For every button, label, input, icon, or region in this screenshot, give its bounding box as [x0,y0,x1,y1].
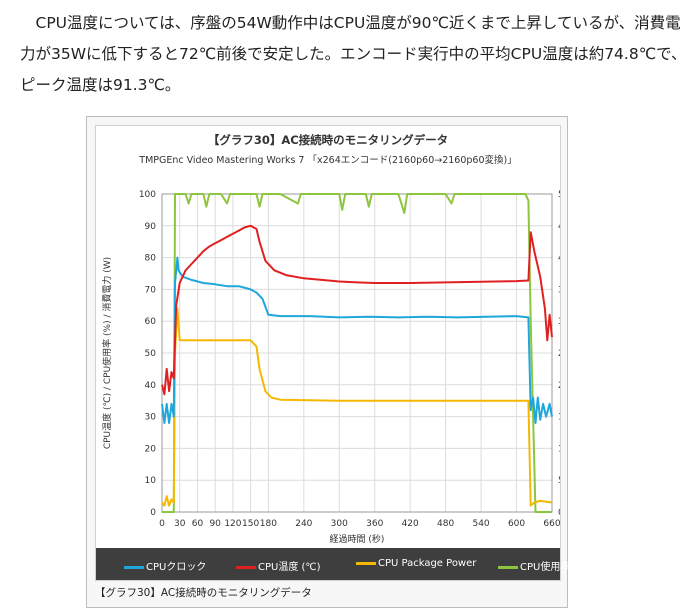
legend-label: CPU使用率 [520,562,571,573]
x-tick-label: 480 [437,519,454,529]
x-tick-label: 540 [472,519,489,529]
y2-tick-label: 500 [558,476,560,486]
legend-item: CPU温度 (℃) [236,558,321,573]
y2-tick-label: 0 [558,508,560,518]
x-tick-label: 180 [260,519,277,529]
y2-tick-label: 3,000 [558,317,560,327]
y-tick-label: 80 [145,254,157,264]
legend-item: CPU Package Power [356,558,476,569]
article-text: CPU温度については、序盤の54W動作中はCPU温度が90℃近くまで上昇している… [20,8,688,101]
y-axis-label: CPU温度 (℃) / CPU使用率 (%) / 消費電力 (W) [101,257,113,449]
x-tick-label: 360 [366,519,383,529]
y-tick-label: 90 [145,222,157,232]
y2-tick-label: 3,500 [558,285,560,295]
legend-label: CPUクロック [146,562,207,573]
series-line-3 [162,193,552,513]
x-tick-label: 420 [402,519,419,529]
legend-label: CPU Package Power [378,558,477,569]
y-tick-label: 60 [145,317,157,327]
y2-tick-label: 1,500 [558,413,560,423]
x-tick-label: 600 [508,519,525,529]
y2-tick-label: 2,500 [558,349,560,359]
y2-tick-label: 2,000 [558,381,560,391]
y2-tick-label: 5,000 [558,190,560,200]
y-tick-label: 100 [139,190,156,200]
figure-caption: 【グラフ30】AC接続時のモニタリングデータ [95,587,312,599]
legend-swatch [236,565,256,569]
chart-subtitle: TMPGEnc Video Mastering Works 7 「x264エンコ… [139,155,517,166]
x-tick-label: 0 [159,519,165,529]
x-tick-label: 60 [192,519,204,529]
y2-tick-label: 1,000 [558,444,560,454]
x-tick-label: 240 [295,519,312,529]
x-tick-label: 30 [174,519,186,529]
y2-tick-label: 4,000 [558,254,560,264]
legend-item: CPUクロック [124,558,206,573]
article-paragraph: CPU温度については、序盤の54W動作中はCPU温度が90℃近くまで上昇している… [20,14,687,94]
legend-swatch [356,561,376,565]
series-line-0 [161,256,553,424]
y-tick-label: 20 [145,444,157,454]
chart-legend: CPUクロック CPU温度 (℃) CPU Package Power CPU使用率 [96,548,570,580]
series-line-2 [161,307,553,507]
x-axis-label: 経過時間 (秒) [330,533,385,545]
x-tick-label: 90 [209,519,221,529]
x-tick-label: 660 [543,519,560,529]
legend-item: CPU使用率 [498,558,570,573]
chart-title: 【グラフ30】AC接続時のモニタリングデータ [207,133,449,147]
y-tick-label: 10 [145,476,157,486]
legend-swatch [498,565,518,569]
x-tick-label: 150 [242,519,259,529]
x-tick-label: 120 [224,519,241,529]
legend-label: CPU温度 (℃) [258,562,321,573]
y-tick-label: 70 [145,285,157,295]
x-tick-label: 300 [331,519,348,529]
y-tick-label: 40 [145,381,157,391]
y-tick-label: 30 [145,413,157,423]
y-tick-label: 0 [150,508,156,518]
y-tick-label: 50 [145,349,157,359]
chart-frame: 【グラフ30】AC接続時のモニタリングデータ TMPGEnc Video Mas… [95,125,570,581]
y2-tick-label: 4,500 [558,222,560,232]
series-line-1 [161,224,553,396]
figure: 【グラフ30】AC接続時のモニタリングデータ TMPGEnc Video Mas… [86,116,570,608]
legend-swatch [124,565,144,569]
